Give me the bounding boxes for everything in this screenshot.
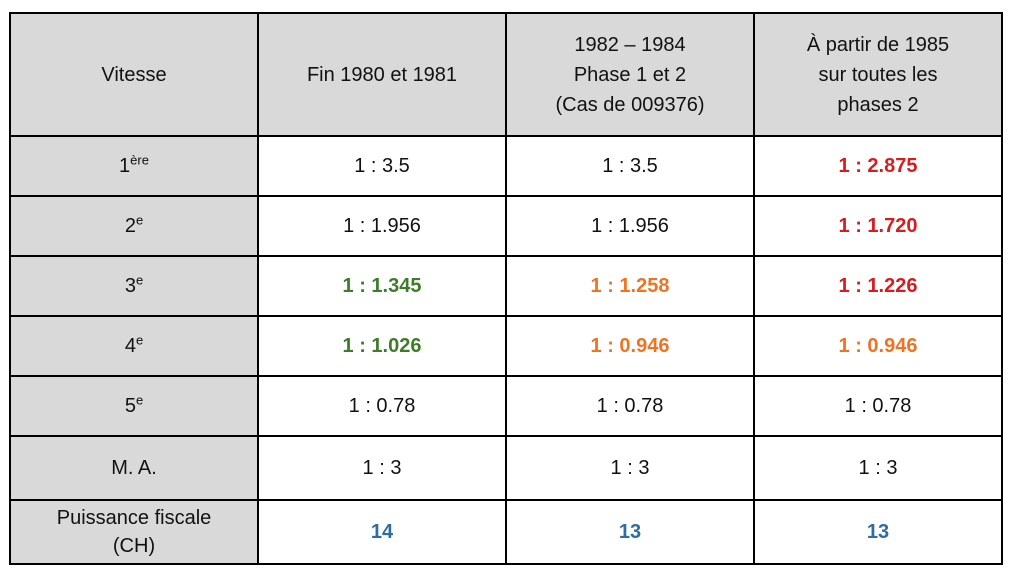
ratio-value: 1 : 0.78 — [348, 394, 416, 417]
cell-ma-col3: 1 : 3 — [753, 435, 1003, 501]
cell-2e-col1: 1 : 1.956 — [257, 195, 507, 257]
gear-number: 4 — [124, 334, 136, 357]
ratio-value-highlight: 1 : 1.345 — [342, 274, 422, 297]
row-marche-arriere: M. A. 1 : 3 1 : 3 1 : 3 — [9, 435, 1003, 501]
puissance-fiscale-line1: Puissance fiscale — [56, 507, 212, 529]
cell-1ere-col1: 1 : 3.5 — [257, 135, 507, 197]
header-1982-1984-line1: 1982 – 1984 — [574, 33, 686, 56]
ratio-value: 1 : 0.78 — [596, 394, 664, 417]
puissance-value: 13 — [866, 520, 890, 543]
cell-2e-col2: 1 : 1.956 — [505, 195, 755, 257]
gear-label-2e: 2e — [9, 195, 259, 257]
header-vitesse: Vitesse — [9, 12, 259, 137]
ratio-value-highlight: 1 : 1.026 — [342, 334, 422, 357]
cell-5e-col2: 1 : 0.78 — [505, 375, 755, 437]
header-apartir-1985-line3: phases 2 — [837, 93, 919, 116]
ratio-value-highlight: 1 : 0.946 — [838, 334, 918, 357]
ratio-value: 1 : 3 — [610, 456, 650, 479]
header-row: Vitesse Fin 1980 et 1981 1982 – 1984 Pha… — [9, 12, 1003, 137]
puissance-fiscale-line2: (CH) — [112, 535, 156, 557]
header-vitesse-label: Vitesse — [101, 63, 167, 86]
gear-suffix: e — [135, 271, 144, 287]
puissance-value: 13 — [618, 520, 642, 543]
ratio-value: 1 : 3.5 — [602, 154, 658, 177]
gear-label-ma: M. A. — [9, 435, 259, 501]
ratio-value-highlight: 1 : 2.875 — [838, 154, 918, 177]
gear-label-5e: 5e — [9, 375, 259, 437]
ratio-value: 1 : 3 — [858, 456, 898, 479]
puissance-fiscale-label-cell: Puissance fiscale (CH) — [9, 499, 259, 565]
header-apartir-1985-line1: À partir de 1985 — [806, 33, 950, 56]
cell-2e-col3: 1 : 1.720 — [753, 195, 1003, 257]
header-1982-1984-line3: (Cas de 009376) — [555, 93, 705, 116]
cell-3e-col3: 1 : 1.226 — [753, 255, 1003, 317]
gear-suffix: e — [135, 391, 144, 407]
gear-suffix: ère — [130, 151, 149, 167]
ratio-value: 1 : 0.78 — [844, 394, 912, 417]
cell-4e-col2: 1 : 0.946 — [505, 315, 755, 377]
cell-1ere-col2: 1 : 3.5 — [505, 135, 755, 197]
header-fin-1980-1981-label: Fin 1980 et 1981 — [306, 63, 458, 86]
gear-label-1ere: 1ère — [9, 135, 259, 197]
gear-number: 5 — [124, 394, 136, 417]
gear-number: 1 — [119, 154, 131, 177]
header-1982-1984-line2: Phase 1 et 2 — [573, 63, 687, 86]
cell-4e-col3: 1 : 0.946 — [753, 315, 1003, 377]
cell-1ere-col3: 1 : 2.875 — [753, 135, 1003, 197]
cell-4e-col1: 1 : 1.026 — [257, 315, 507, 377]
gear-number: 3 — [124, 274, 136, 297]
gear-number: 2 — [124, 214, 136, 237]
cell-puissance-col3: 13 — [753, 499, 1003, 565]
row-gear-1: 1ère 1 : 3.5 1 : 3.5 1 : 2.875 — [9, 135, 1003, 197]
cell-ma-col2: 1 : 3 — [505, 435, 755, 501]
cell-3e-col1: 1 : 1.345 — [257, 255, 507, 317]
gear-label-4e: 4e — [9, 315, 259, 377]
ratio-value: 1 : 1.956 — [343, 214, 421, 237]
row-puissance-fiscale: Puissance fiscale (CH) 14 13 13 — [9, 499, 1003, 565]
row-gear-5: 5e 1 : 0.78 1 : 0.78 1 : 0.78 — [9, 375, 1003, 437]
puissance-value: 14 — [370, 520, 394, 543]
cell-5e-col1: 1 : 0.78 — [257, 375, 507, 437]
header-1982-1984: 1982 – 1984 Phase 1 et 2 (Cas de 009376) — [505, 12, 755, 137]
ratio-value: 1 : 3.5 — [354, 154, 410, 177]
ratio-value-highlight: 1 : 1.258 — [590, 274, 670, 297]
cell-ma-col1: 1 : 3 — [257, 435, 507, 501]
ratio-value-highlight: 1 : 1.226 — [838, 274, 918, 297]
ratio-value-highlight: 1 : 1.720 — [838, 214, 918, 237]
header-apartir-1985: À partir de 1985 sur toutes les phases 2 — [753, 12, 1003, 137]
gear-suffix: e — [135, 211, 144, 227]
gear-ratio-table: Vitesse Fin 1980 et 1981 1982 – 1984 Pha… — [9, 12, 1003, 565]
cell-puissance-col1: 14 — [257, 499, 507, 565]
gear-label-3e: 3e — [9, 255, 259, 317]
row-gear-4: 4e 1 : 1.026 1 : 0.946 1 : 0.946 — [9, 315, 1003, 377]
header-apartir-1985-line2: sur toutes les — [818, 63, 938, 86]
header-fin-1980-1981: Fin 1980 et 1981 — [257, 12, 507, 137]
cell-3e-col2: 1 : 1.258 — [505, 255, 755, 317]
row-gear-3: 3e 1 : 1.345 1 : 1.258 1 : 1.226 — [9, 255, 1003, 317]
gear-ratio-table-container: Vitesse Fin 1980 et 1981 1982 – 1984 Pha… — [9, 12, 1003, 565]
gear-suffix: e — [135, 331, 144, 347]
ratio-value-highlight: 1 : 0.946 — [590, 334, 670, 357]
row-gear-2: 2e 1 : 1.956 1 : 1.956 1 : 1.720 — [9, 195, 1003, 257]
cell-puissance-col2: 13 — [505, 499, 755, 565]
ratio-value: 1 : 1.956 — [591, 214, 669, 237]
ratio-value: 1 : 3 — [362, 456, 402, 479]
gear-number: M. A. — [111, 456, 157, 479]
cell-5e-col3: 1 : 0.78 — [753, 375, 1003, 437]
